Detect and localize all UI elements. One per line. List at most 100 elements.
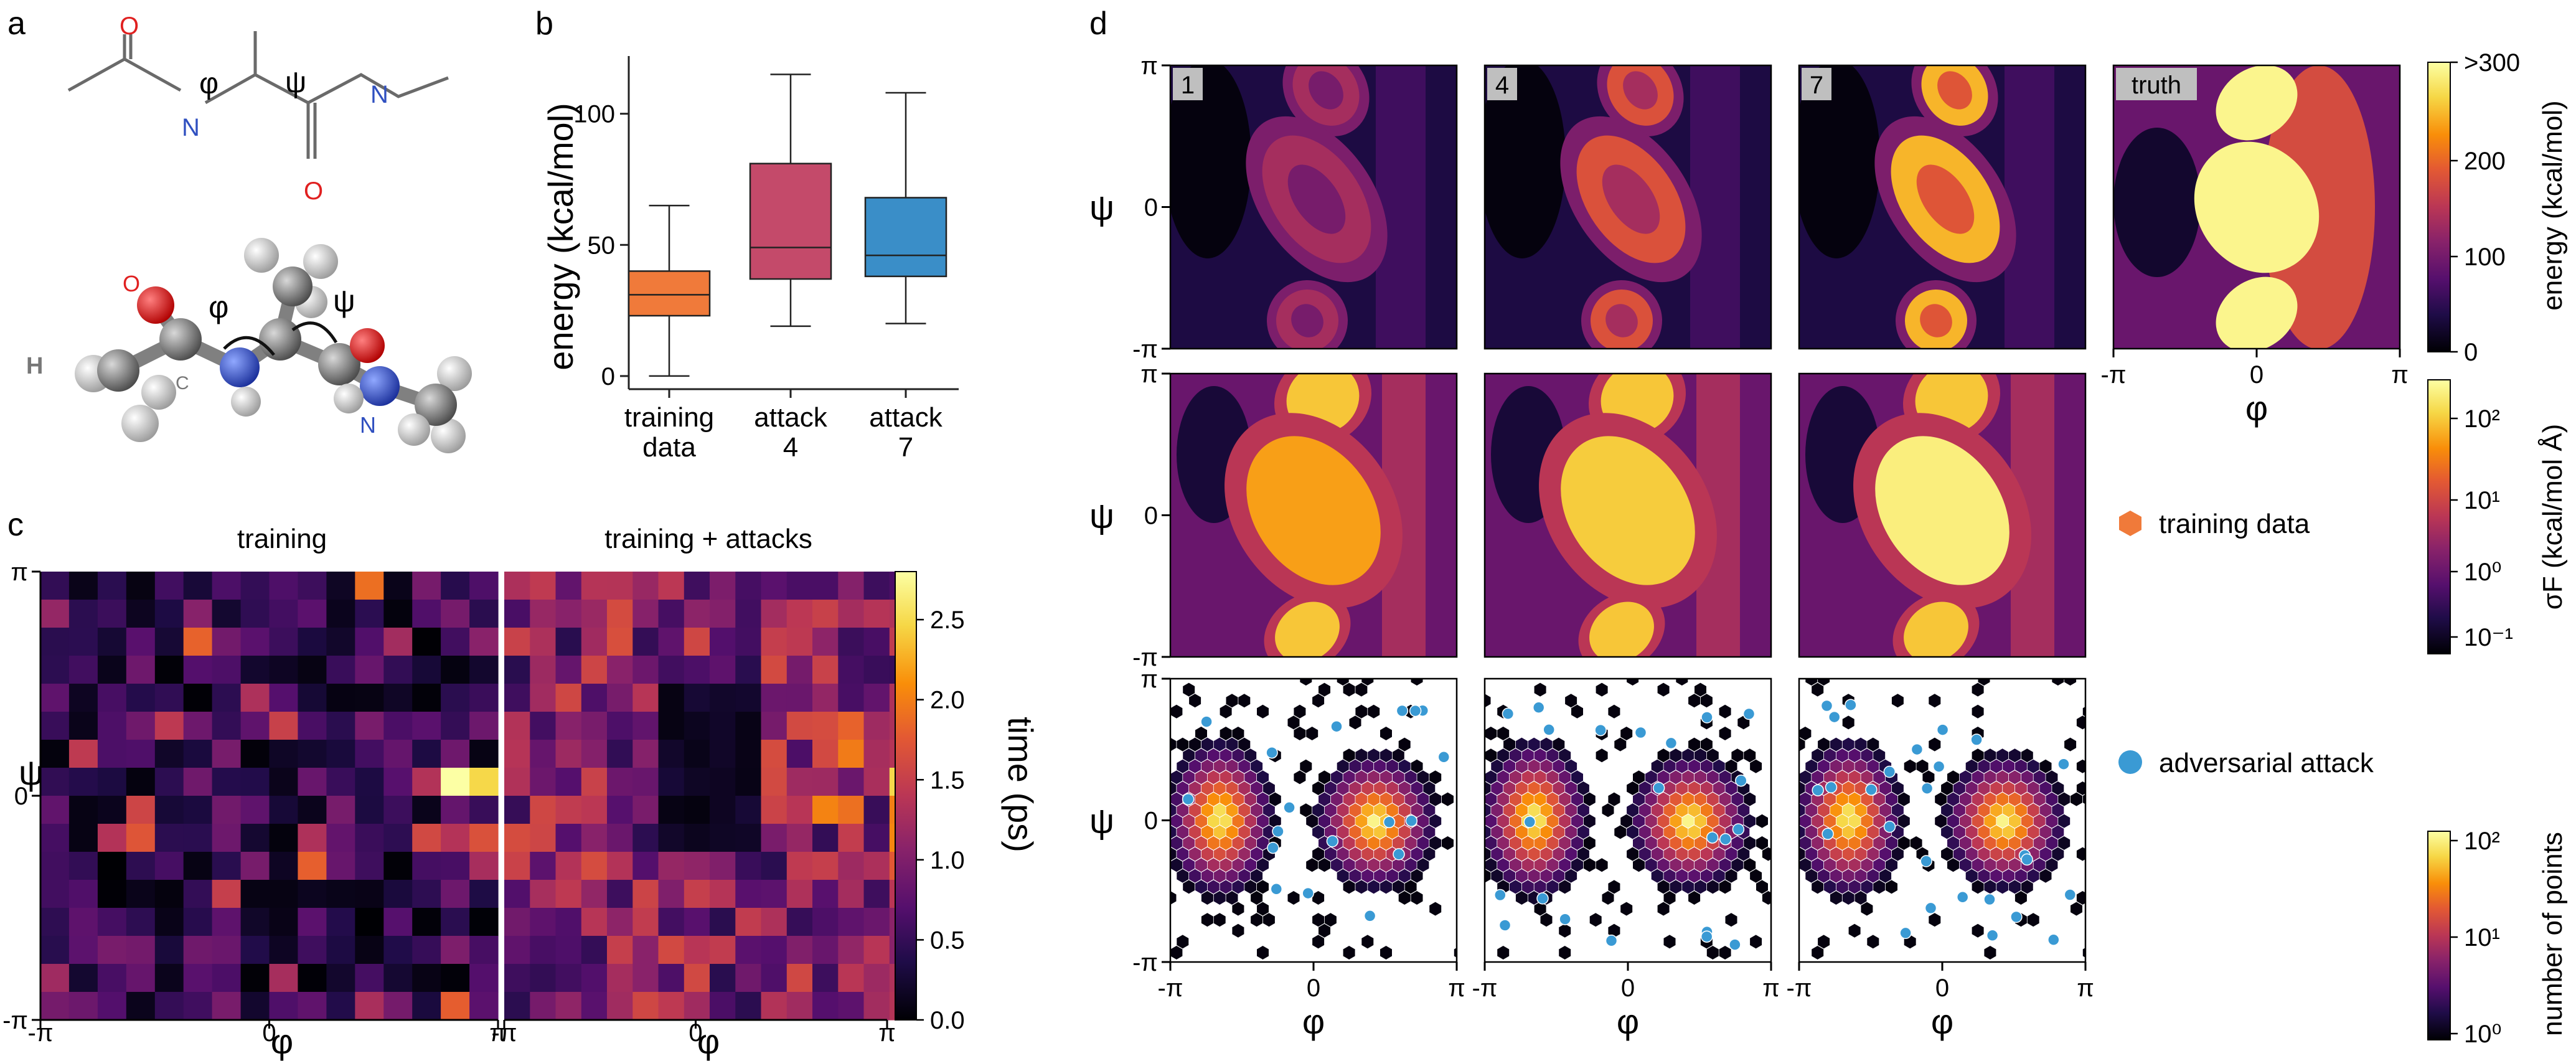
hex-bin (1762, 847, 1771, 861)
hex-bin (1392, 770, 1404, 785)
hex-bin (2052, 847, 2064, 861)
hex-bin (1251, 847, 1263, 861)
hex-bin (1830, 803, 1842, 818)
hex-bin (1583, 858, 1596, 872)
hex-bin (1312, 935, 1325, 949)
heat-cell (710, 796, 736, 824)
heat-cell (607, 600, 633, 628)
heat-cell (581, 712, 608, 740)
hex-bin (1805, 825, 1818, 839)
heat-cell (761, 796, 787, 824)
hex-bin (1700, 847, 1713, 861)
hex-bin (1959, 814, 1972, 828)
hex-bin (1824, 792, 1836, 806)
surface-low (1799, 65, 1880, 258)
heat-cell (269, 656, 298, 684)
hex-bin (1485, 694, 1491, 708)
heat-cell (555, 572, 582, 600)
heat-cell (863, 824, 890, 852)
hex-bin (1861, 880, 1873, 894)
heat-cell (607, 964, 633, 993)
hex-bin (1965, 847, 1978, 861)
heat-cell (530, 880, 557, 908)
hex-bin (1965, 781, 1978, 795)
hex-bin (1521, 836, 1534, 850)
attack-point (1272, 825, 1284, 838)
hex-bin (1201, 759, 1213, 773)
hex-bin (1294, 727, 1306, 740)
heat-cell (240, 964, 270, 993)
hex-bin (1319, 923, 1330, 938)
heat-cell (126, 684, 156, 712)
hex-bin (1349, 715, 1361, 730)
d-axes-frame (1798, 64, 2087, 350)
heat-cell (812, 572, 839, 600)
heat-cell (240, 880, 270, 908)
bond-backbone (204, 73, 449, 105)
attack-point (1652, 781, 1665, 795)
hex-bin (1799, 825, 1805, 839)
hex-bin (1355, 836, 1368, 850)
hex-bin (1651, 759, 1663, 773)
hex-bin (1355, 858, 1368, 872)
hex-bin (1170, 704, 1183, 719)
hex-bin (1633, 770, 1645, 785)
attack-point (1735, 774, 1747, 787)
d-cbar-tick-label: 10² (2464, 405, 2500, 433)
heat-cell (68, 936, 98, 964)
hex-bin (1799, 727, 1812, 740)
hex-bin (1312, 847, 1325, 861)
hex-bin (1244, 770, 1257, 785)
heat-cell (383, 628, 413, 656)
heat-cell (469, 992, 499, 1021)
heat-cell (812, 824, 839, 852)
hex-bin (1189, 694, 1201, 708)
attack-point (1267, 841, 1279, 854)
heat-cell (97, 992, 127, 1021)
hex-bin (1177, 803, 1189, 818)
hex-bin (2039, 759, 2052, 773)
hex-bin (1842, 781, 1854, 795)
hex-bin (1343, 946, 1355, 960)
hex-bin (1528, 737, 1540, 752)
heat-cell (212, 824, 242, 852)
heat-cell (710, 852, 736, 880)
surface-peak (2216, 276, 2298, 349)
d-xtick-label: -π (2101, 361, 2127, 389)
heat-cell (355, 992, 384, 1021)
d-axes-frame (1483, 64, 1772, 350)
hex-bin (1257, 704, 1269, 719)
hex-bin (1818, 737, 1830, 752)
heat-cell (412, 992, 441, 1021)
surface-peak (2216, 65, 2298, 141)
hex-bin (1392, 836, 1404, 850)
hex-bin (1232, 858, 1244, 872)
heat-cell (863, 852, 890, 880)
hex-bin (1978, 825, 1990, 839)
heat-cell (97, 908, 127, 936)
heat-cell (838, 684, 865, 712)
hex-bin (1177, 869, 1189, 883)
hex-bin (1429, 836, 1442, 850)
hex-bin (1812, 682, 1824, 697)
hex-bin (1170, 781, 1177, 795)
hex-bin (1442, 792, 1454, 806)
heat-cell (240, 600, 270, 628)
heat-cell (183, 656, 213, 684)
hex-bin (1812, 858, 1824, 872)
heat-cell (212, 628, 242, 656)
hex-bin (1300, 803, 1312, 818)
hex-bin (1349, 825, 1361, 839)
hex-bin (1429, 792, 1442, 806)
heat-cell (40, 684, 70, 712)
attack-point (1523, 816, 1536, 828)
hex-bin (1965, 825, 1978, 839)
heat-cell (786, 964, 813, 993)
hex-bin (1404, 880, 1417, 894)
hex-bin (1589, 913, 1602, 927)
hex-bin (1257, 902, 1269, 916)
d-xtick-label: π (1448, 974, 1465, 1002)
hex-bin (1521, 880, 1534, 894)
heat-cell (761, 628, 787, 656)
